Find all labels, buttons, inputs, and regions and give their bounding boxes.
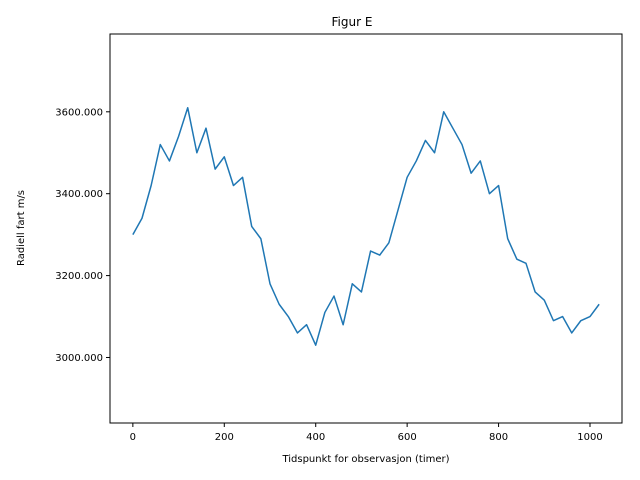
series-line-0 [132, 106, 600, 346]
y-tick-label: 3000.000 [55, 353, 103, 364]
x-tick-label: 800 [489, 432, 508, 443]
x-tick-label: 0 [130, 432, 136, 443]
y-tick-label: 3600.000 [55, 107, 103, 118]
x-tick-label: 600 [398, 432, 417, 443]
x-tick-label: 200 [215, 432, 234, 443]
x-axis-label: Tidspunkt for observasjon (timer) [281, 454, 449, 465]
y-tick-label: 3200.000 [55, 271, 103, 282]
plot-frame [109, 33, 623, 424]
x-axis-ticks: 0 200 400 600 800 1000 [130, 423, 603, 443]
chart-title: Figur E [332, 15, 373, 29]
series-layer [132, 106, 600, 346]
y-axis-ticks: 3000.000 3200.000 3400.000 3600.000 [55, 107, 110, 364]
y-tick-label: 3400.000 [55, 189, 103, 200]
x-tick-label: 400 [306, 432, 325, 443]
x-tick-label: 1000 [577, 432, 602, 443]
y-axis-label: Radiell fart m/s [16, 190, 27, 266]
